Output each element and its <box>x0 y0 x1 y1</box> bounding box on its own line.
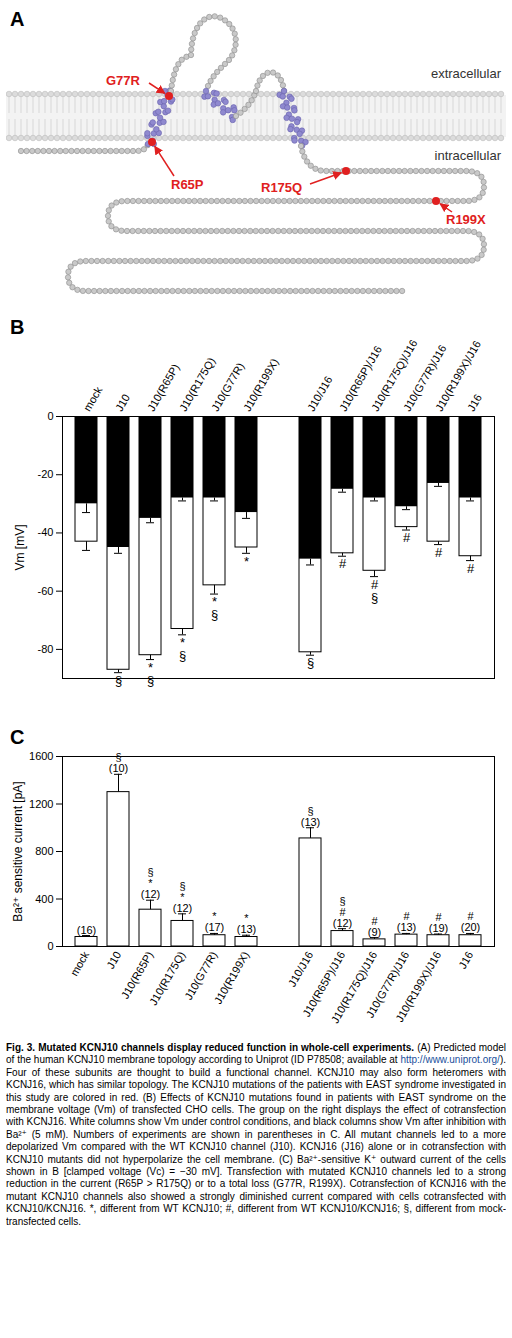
svg-text:§*(12): §*(12) <box>173 880 193 914</box>
svg-text:J10(R65P)/J16: J10(R65P)/J16 <box>300 949 348 1019</box>
svg-text:J10(R175Q): J10(R175Q) <box>176 355 218 414</box>
svg-text:J10(R175Q)/J16: J10(R175Q)/J16 <box>328 949 380 1026</box>
svg-text:J10: J10 <box>113 392 132 413</box>
svg-text:-80: -80 <box>38 643 54 655</box>
svg-text:#(20): #(20) <box>461 910 481 933</box>
svg-text:#(19): #(19) <box>429 911 449 934</box>
svg-text:#(9): #(9) <box>368 915 381 938</box>
svg-text:mock: mock <box>81 384 105 413</box>
svg-text:§#(12): §#(12) <box>333 895 353 929</box>
svg-text:0: 0 <box>47 410 53 422</box>
svg-text:A: A <box>10 8 24 30</box>
svg-text:J10(R199X)/J16: J10(R199X)/J16 <box>393 949 443 1024</box>
svg-text:#: # <box>403 530 411 545</box>
svg-text:Vm [mV]: Vm [mV] <box>13 524 27 570</box>
svg-text:J10(R65P)/J16: J10(R65P)/J16 <box>336 343 384 414</box>
svg-text:J10(R65P): J10(R65P) <box>119 949 156 1001</box>
svg-text:#: # <box>467 561 475 576</box>
svg-text:J10(R65P): J10(R65P) <box>145 362 182 414</box>
svg-text:#: # <box>339 556 347 571</box>
svg-text:J10(G77R): J10(G77R) <box>209 361 246 414</box>
svg-text:J10(G77R)/J16: J10(G77R)/J16 <box>363 949 412 1020</box>
svg-text:*§: *§ <box>179 635 186 663</box>
svg-text:*(17): *(17) <box>205 910 225 933</box>
svg-text:G77R: G77R <box>106 73 141 88</box>
svg-text:J16: J16 <box>456 949 475 970</box>
svg-text:J10(G77R)/J16: J10(G77R)/J16 <box>400 342 449 414</box>
svg-text:J10(R199X): J10(R199X) <box>241 356 281 413</box>
svg-text:J10(R199X)/J16: J10(R199X)/J16 <box>432 338 483 414</box>
svg-text:§: § <box>115 673 122 688</box>
svg-text:J10(G77R): J10(G77R) <box>182 949 219 1002</box>
svg-text:§: § <box>307 655 314 670</box>
svg-text:R65P: R65P <box>171 177 204 192</box>
svg-text:R199X: R199X <box>446 212 486 227</box>
svg-text:J16: J16 <box>465 392 484 413</box>
svg-text:R175Q: R175Q <box>261 180 302 195</box>
svg-text:*§: *§ <box>147 660 154 688</box>
svg-text:Ba²⁺ sensitive current [pA]: Ba²⁺ sensitive current [pA] <box>11 781 25 921</box>
html-text:B: B <box>10 316 25 338</box>
svg-text:-40: -40 <box>38 526 54 538</box>
svg-text:1200: 1200 <box>29 798 53 810</box>
html-text:Fig. 3. Mutated KCNJ10 channel: Fig. 3. Mutated KCNJ10 channels display … <box>6 1042 506 1227</box>
svg-text:*: * <box>244 554 249 569</box>
html-text:C: C <box>10 726 25 748</box>
svg-text:0: 0 <box>47 940 53 952</box>
svg-text:intracellular: intracellular <box>435 148 502 163</box>
svg-text:§(10): §(10) <box>109 751 129 774</box>
svg-text:J10/J16: J10/J16 <box>286 949 316 988</box>
svg-text:J10: J10 <box>104 949 123 970</box>
svg-text:J10/J16: J10/J16 <box>305 374 335 413</box>
svg-text:-60: -60 <box>38 585 54 597</box>
svg-text:J10(R175Q): J10(R175Q) <box>147 949 187 1007</box>
svg-text:(16): (16) <box>77 924 97 936</box>
svg-text:*(13): *(13) <box>237 912 257 935</box>
svg-text:§(13): §(13) <box>301 805 321 828</box>
svg-text:*§: *§ <box>211 594 218 622</box>
svg-text:J10(R175Q)/J16: J10(R175Q)/J16 <box>368 337 420 414</box>
svg-text:#: # <box>435 545 443 560</box>
svg-text:#(13): #(13) <box>397 910 417 933</box>
svg-text:§*(12): §*(12) <box>141 866 161 900</box>
svg-text:mock: mock <box>68 949 92 978</box>
svg-text:-20: -20 <box>38 468 54 480</box>
svg-text:1600: 1600 <box>29 750 53 762</box>
svg-text:extracellular: extracellular <box>431 66 502 81</box>
svg-text:800: 800 <box>35 845 53 857</box>
svg-text:J10(R199X): J10(R199X) <box>212 949 252 1006</box>
svg-text:#§: #§ <box>371 577 379 605</box>
svg-text:400: 400 <box>35 893 53 905</box>
